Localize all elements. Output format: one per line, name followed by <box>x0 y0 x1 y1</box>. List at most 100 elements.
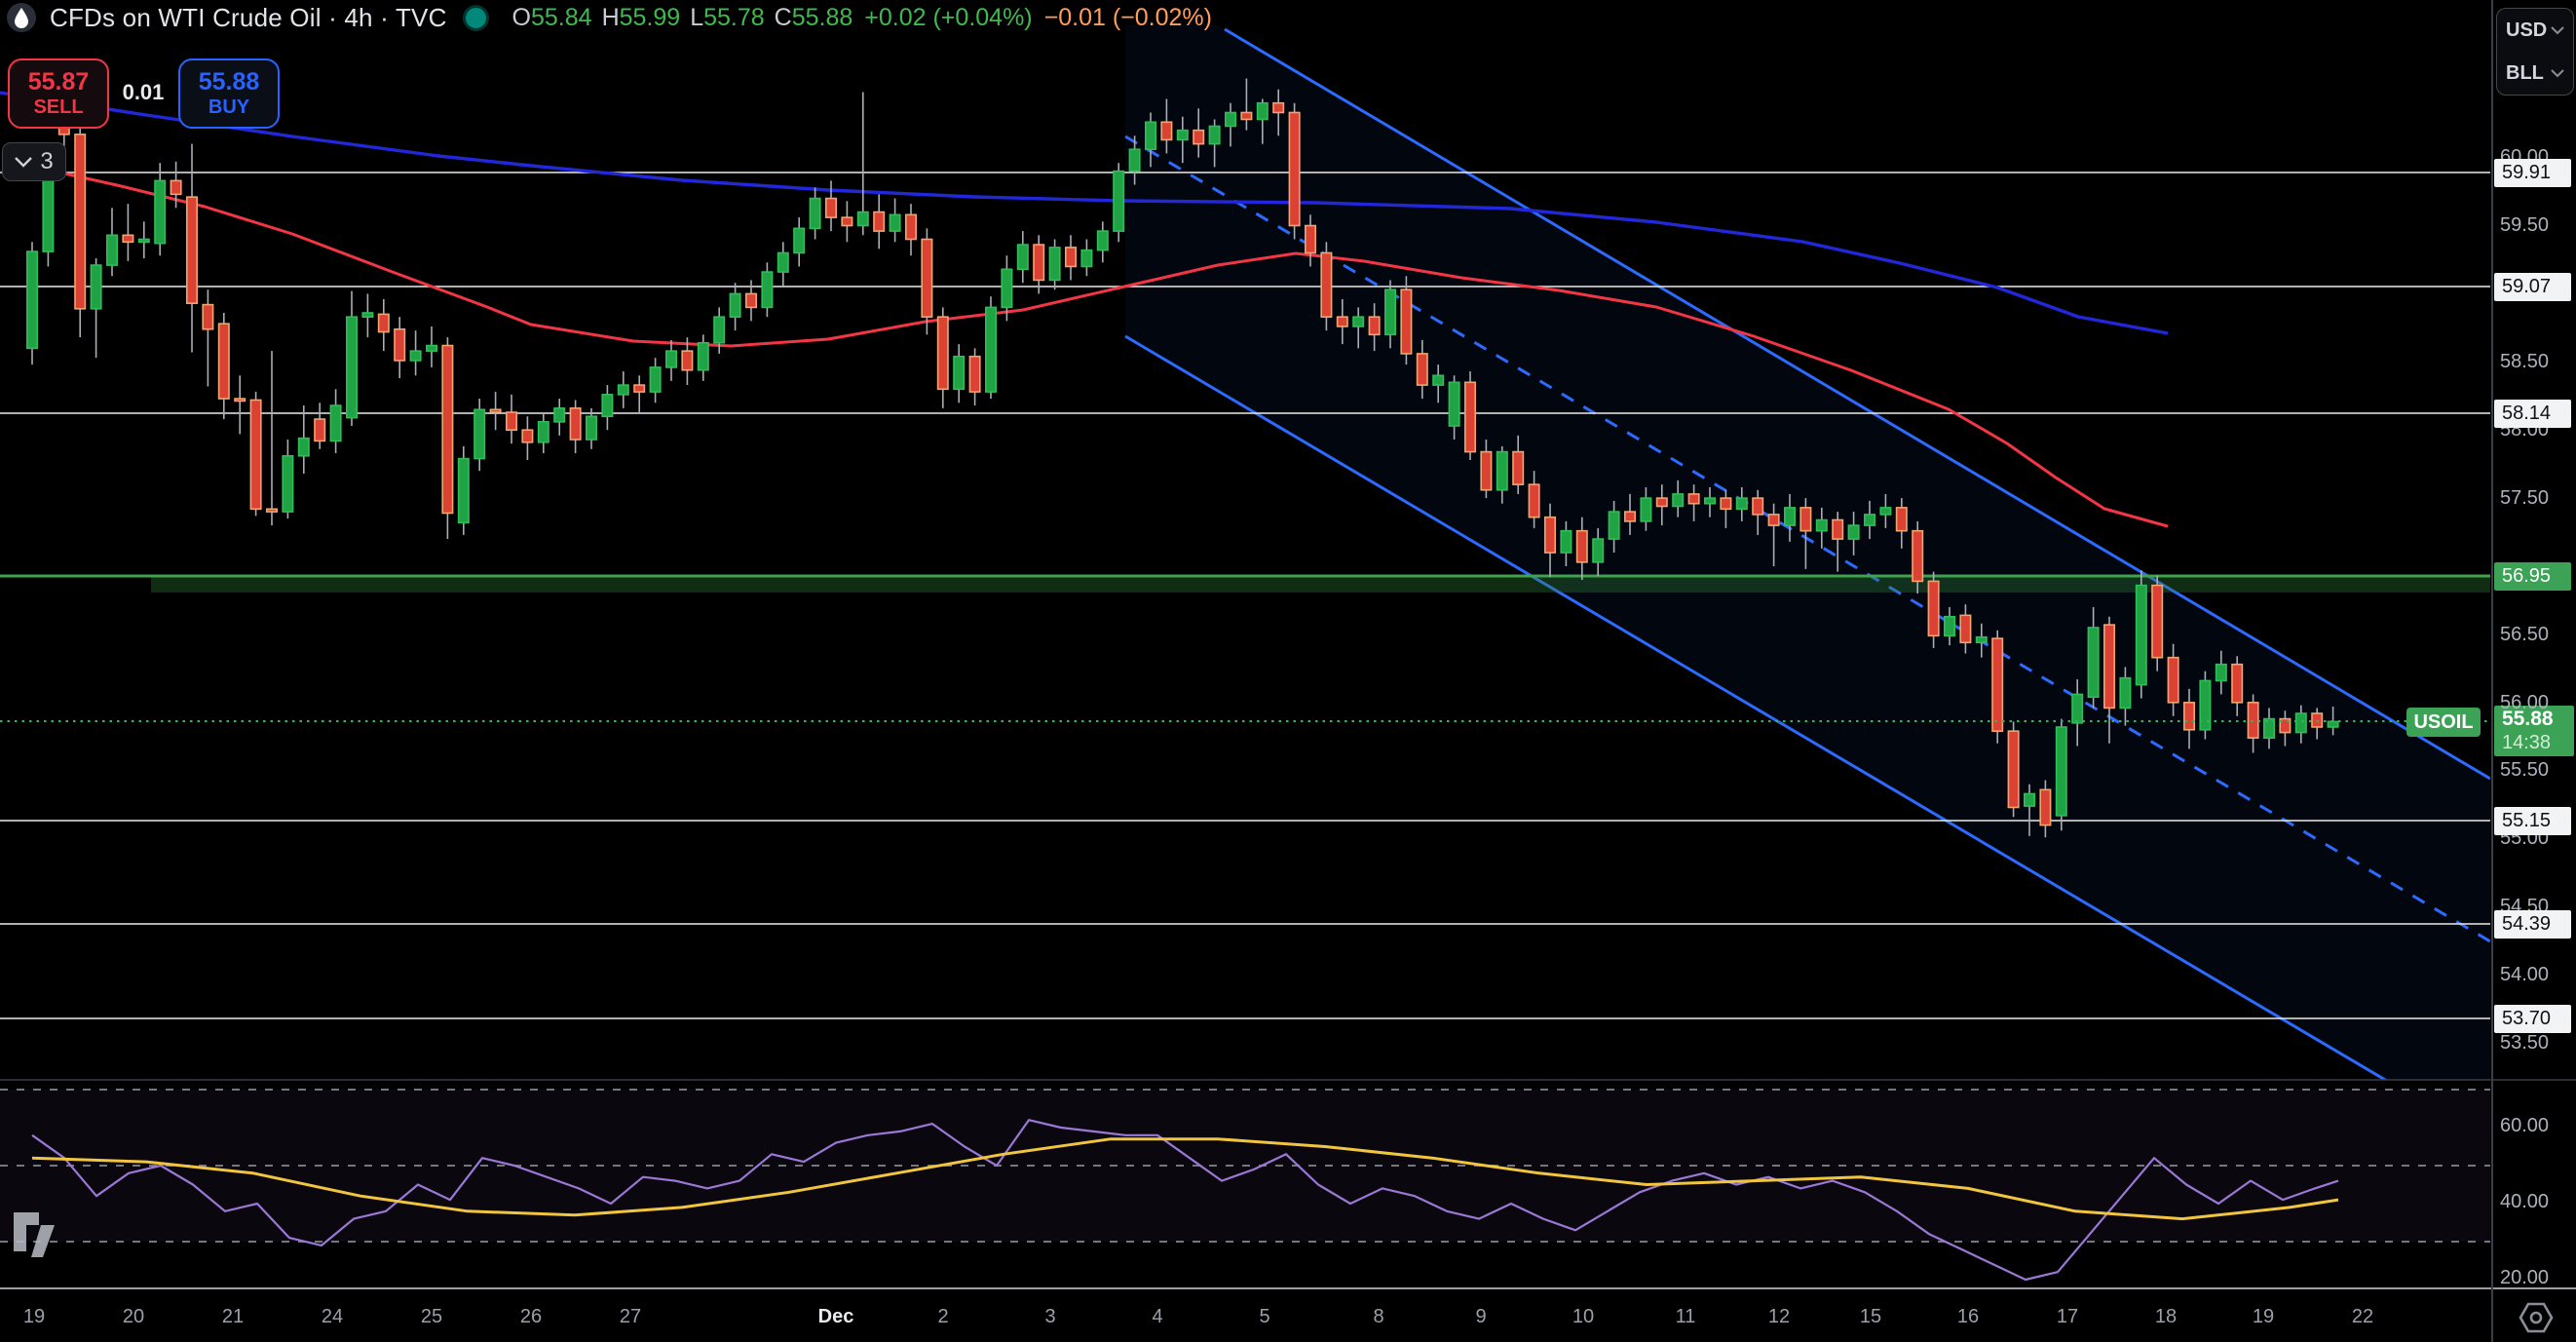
candle-down <box>2167 656 2179 704</box>
drawings-count: 3 <box>40 148 54 174</box>
price-pane[interactable] <box>0 0 2490 1142</box>
candle-down <box>1160 121 1173 141</box>
candle-up <box>1784 507 1797 526</box>
candle-down <box>1752 497 1764 516</box>
candle-down <box>1400 288 1413 355</box>
candle-up <box>617 384 629 396</box>
candle-up <box>697 341 709 371</box>
candle-down <box>521 429 534 443</box>
candle-up <box>42 179 55 252</box>
candle-up <box>809 197 821 230</box>
candle-up <box>2199 679 2212 731</box>
candle-down <box>936 316 949 391</box>
market-status-dot[interactable] <box>462 4 489 31</box>
settings-icon[interactable] <box>2518 1299 2555 1341</box>
candle-up <box>553 407 566 423</box>
candle-down <box>1193 129 1205 145</box>
candle-up <box>2119 676 2132 709</box>
sell-button[interactable]: 55.87 SELL <box>8 58 109 129</box>
candle-up <box>1560 529 1572 554</box>
candle-up <box>425 344 437 352</box>
unit-selector[interactable]: BLL <box>2497 52 2573 95</box>
candle-up <box>1608 511 1620 540</box>
candle-up <box>664 350 677 368</box>
candle-down <box>1720 497 1732 511</box>
candle-up <box>1847 524 1860 540</box>
candle-up <box>1096 230 1109 251</box>
candle-down <box>2039 788 2052 826</box>
ohlc-key: C <box>774 3 792 31</box>
support-zone <box>151 576 2490 593</box>
candle-up <box>1640 497 1652 522</box>
currency-selector[interactable]: USD <box>2497 9 2573 52</box>
candle-down <box>1959 614 1972 644</box>
candle-down <box>968 355 981 393</box>
candle-up <box>474 408 486 460</box>
channel-upper-line <box>1224 27 2490 781</box>
candle-down <box>1544 516 1557 554</box>
candle-up <box>1879 507 1892 516</box>
candle-up <box>856 211 869 227</box>
candle-down <box>1480 450 1493 491</box>
symbol-price-tag: USOIL <box>2406 708 2481 737</box>
sell-label: SELL <box>33 96 84 118</box>
candle-down <box>1624 511 1637 522</box>
candle-up <box>984 306 997 393</box>
candle-up <box>1975 635 1988 644</box>
candle-down <box>1065 247 1078 268</box>
candle-up <box>282 454 294 513</box>
rsi-pane[interactable] <box>0 1089 2490 1282</box>
candle-down <box>1272 101 1285 114</box>
change-positive: +0.02 (+0.04%) <box>864 3 1033 31</box>
candle-up <box>25 250 38 350</box>
candle-down <box>74 134 87 310</box>
buy-label: BUY <box>208 96 250 118</box>
drawings-count-selector[interactable]: 3 <box>2 142 66 181</box>
candle-up <box>2087 627 2100 699</box>
candle-down <box>265 508 278 513</box>
candle-down <box>2183 702 2196 731</box>
ohlc-value: 55.78 <box>703 3 765 31</box>
candle-up <box>1256 101 1269 121</box>
candle-down <box>377 313 390 333</box>
buy-button[interactable]: 55.88 BUY <box>178 58 280 129</box>
candle-up <box>537 421 549 443</box>
candle-down <box>122 234 134 244</box>
candle-down <box>249 399 262 511</box>
candle-down <box>1767 514 1780 526</box>
ohlc-key: L <box>690 3 704 31</box>
candle-down <box>489 408 502 413</box>
candle-down <box>2279 717 2292 734</box>
candle-down <box>170 179 182 196</box>
channel-lower-line <box>1124 334 2389 1080</box>
tradingview-logo-icon[interactable] <box>14 1212 60 1262</box>
candle-down <box>2311 712 2324 728</box>
candle-up <box>1113 170 1125 232</box>
candle-up <box>2071 693 2084 724</box>
candle-up <box>106 234 119 266</box>
candle-down <box>314 418 326 442</box>
candle-up <box>713 316 726 344</box>
candle-up <box>2263 717 2276 739</box>
candle-down <box>1575 529 1588 563</box>
candle-down <box>1305 224 1317 254</box>
candle-up <box>2294 712 2307 734</box>
symbol-title[interactable]: CFDs on WTI Crude Oil · 4h · TVC <box>50 2 447 32</box>
candle-up <box>1001 268 1013 309</box>
chevron-down-icon <box>15 156 33 168</box>
axis-unit-selector: USD BLL <box>2496 8 2574 96</box>
ohlc-value: 55.88 <box>791 3 853 31</box>
candle-down <box>2103 624 2116 709</box>
candle-down <box>505 411 517 432</box>
currency-label: USD <box>2506 19 2548 41</box>
candle-up <box>409 350 422 362</box>
candle-up <box>1944 615 1956 637</box>
candle-up <box>297 437 310 457</box>
droplet-icon[interactable] <box>7 3 36 32</box>
candle-up <box>1432 374 1445 386</box>
candle-up <box>1704 497 1717 505</box>
candle-down <box>186 196 199 305</box>
ohlc-key: H <box>601 3 620 31</box>
candle-up <box>1016 244 1029 271</box>
